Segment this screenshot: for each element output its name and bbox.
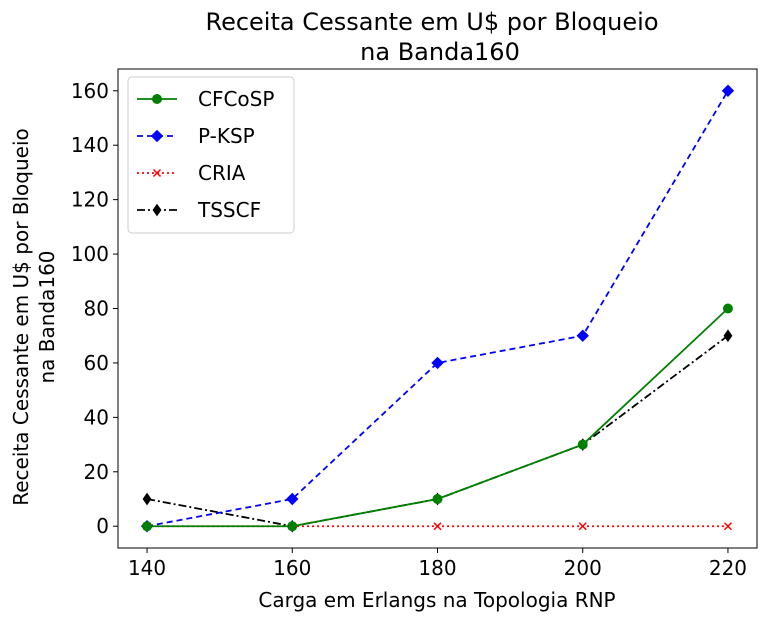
legend: CFCoSP P-KSP CRIA TSSCF (127, 76, 295, 234)
data-point (432, 494, 443, 505)
data-point (142, 492, 152, 506)
series-cfcosp (142, 303, 733, 532)
x-tick-label: 180 (418, 556, 456, 580)
y-tick-label: 140 (71, 133, 109, 157)
legend-label: TSSCF (197, 198, 261, 222)
data-point (142, 521, 153, 532)
legend-entry: CFCoSP (137, 87, 274, 111)
data-point (287, 521, 298, 532)
data-point (578, 522, 587, 531)
y-tick-label: 80 (84, 297, 109, 321)
y-ticks: 0 20 40 60 80 100 120 140 160 (71, 79, 118, 538)
data-point (286, 492, 299, 506)
x-axis-label: Carga em Erlangs na Topologia RNP (258, 588, 615, 612)
series-layer (140, 84, 735, 533)
data-point (723, 522, 732, 531)
data-point (431, 356, 444, 370)
data-point (577, 439, 588, 450)
legend-marker (152, 203, 162, 217)
y-tick-label: 40 (84, 405, 109, 429)
legend-box (127, 76, 295, 234)
legend-label: P-KSP (198, 124, 255, 148)
y-tick-label: 60 (84, 351, 109, 375)
legend-entry: TSSCF (137, 198, 261, 222)
y-axis-label-line-1: Receita Cessante em U$ por Bloqueio (9, 128, 33, 506)
legend-marker (152, 168, 162, 178)
x-tick-label: 140 (128, 556, 166, 580)
y-tick-label: 0 (96, 514, 109, 538)
legend-entry: CRIA (137, 161, 246, 185)
x-ticks: 140 160 180 200 220 (128, 548, 747, 580)
x-tick-label: 160 (273, 556, 311, 580)
y-axis-label-line-2: na Banda160 (35, 250, 59, 383)
y-tick-label: 20 (84, 460, 109, 484)
legend-marker (152, 94, 162, 104)
data-point (723, 329, 733, 343)
legend-entry: P-KSP (137, 124, 255, 148)
chart-title-line-2: na Banda160 (360, 38, 520, 66)
legend-label: CFCoSP (198, 87, 274, 111)
y-tick-label: 120 (71, 188, 109, 212)
chart-title-line-1: Receita Cessante em U$ por Bloqueio (205, 8, 658, 36)
data-point (722, 303, 733, 314)
y-tick-label: 160 (71, 79, 109, 103)
data-point (433, 522, 442, 531)
legend-label: CRIA (198, 161, 246, 185)
data-point (576, 329, 589, 342)
data-point (721, 84, 735, 97)
legend-marker (150, 129, 164, 143)
y-tick-label: 100 (71, 242, 109, 266)
x-tick-label: 200 (564, 556, 602, 580)
x-tick-label: 220 (709, 556, 747, 580)
